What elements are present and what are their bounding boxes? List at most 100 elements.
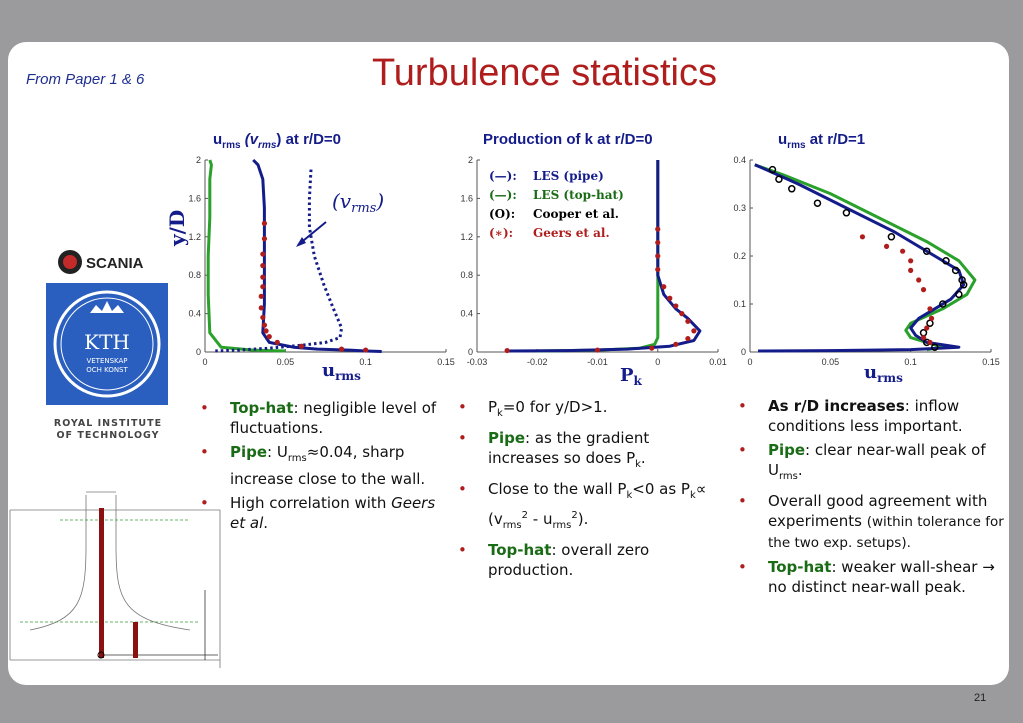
chart1-series-les-pipe- [252, 158, 382, 353]
y-tick-label: 1.2 [460, 232, 473, 242]
bullet-text: - u [528, 510, 553, 528]
bullet-text: Pipe [488, 429, 526, 447]
bullet-text: . [263, 514, 269, 532]
x-tick-label: 0 [655, 357, 660, 367]
bullet-text: : negligible level of fluctuations. [230, 399, 437, 437]
bullets-mid: Pk=0 for y/D>1.Pipe: as the gradient inc… [454, 397, 724, 584]
kth-logo: KTH VETENSKAP OCH KONST [46, 283, 168, 405]
chart1-series-geers-et-al--point [263, 328, 269, 334]
bullet-text: High correlation with [230, 494, 392, 512]
bullet-text: 2 [571, 510, 578, 521]
bullet-text: rms [552, 520, 572, 531]
chart3-series-cooper-et-al--point [887, 233, 896, 241]
legend-label: Cooper et al. [533, 207, 619, 221]
bullet-text: Top-hat [230, 399, 294, 417]
kth-text: KTH [84, 330, 130, 354]
chart3-series-geers-et-al--point [859, 234, 866, 240]
y-tick-label: 2 [468, 155, 473, 165]
bullet-text: P [488, 398, 498, 416]
y-tick-label: 1.6 [460, 193, 473, 203]
kth-sub2: OCH KONST [86, 366, 128, 374]
y-tick-label: 2 [196, 155, 201, 165]
bullet-text: Overall good agreement with experiments [768, 492, 988, 530]
kth-sub1: VETENSKAP [86, 357, 127, 365]
bullet-text: : inflow conditions less important. [768, 397, 963, 435]
x-tick-label: 0.1 [904, 357, 917, 367]
x-tick-label: 0 [202, 357, 207, 367]
chart2-series-geers-et-al--point [655, 239, 661, 246]
bullet-text: k [635, 459, 641, 470]
chart3-series-cooper-et-al--point [939, 300, 947, 308]
source-note: From Paper 1 & 6 [26, 71, 145, 88]
legend-label: LES (top-hat) [533, 188, 624, 202]
bullet-item: Pipe: as the gradient increases so does … [454, 428, 724, 475]
bullet-text: Close to the wall P [488, 480, 627, 498]
bullet-text: ). [577, 510, 589, 528]
chart1-series-geers-et-al--point [258, 305, 264, 311]
kth-name: ROYAL INSTITUTE OF TECHNOLOGY [53, 418, 163, 441]
y-tick-label: 0.8 [188, 270, 201, 280]
bullets-right: As r/D increases: inflow conditions less… [734, 396, 1004, 601]
bullet-item: Overall good agreement with experiments … [734, 491, 1004, 553]
chart1-series-geers-et-al--point [260, 263, 266, 269]
y-tick-label: 0.4 [460, 309, 473, 319]
chart3-series-cooper-et-al--point [942, 257, 950, 265]
bullet-text: =0 for y/D>1. [502, 398, 608, 416]
bullet-text: Geers et al [230, 494, 436, 532]
panel-title-3: urms at r/D=1 [778, 131, 866, 151]
x-tick-label: -0.03 [467, 357, 488, 367]
legend-label: Geers et al. [533, 226, 610, 240]
x-tick-label: 0 [747, 357, 752, 367]
bullet-text: rms [502, 520, 522, 531]
x-tick-label: 0.1 [359, 357, 372, 367]
x-tick-label: 0.15 [982, 357, 1000, 367]
chart3-series-geers-et-al--point [883, 243, 890, 249]
chart3-series-geers-et-al--point [908, 267, 914, 273]
chart3-series-cooper-et-al--point [951, 266, 960, 275]
bullet-item: Pk=0 for y/D>1. [454, 397, 724, 424]
chart2-series-geers-et-al--point [667, 295, 673, 301]
x-tick-label: 0.05 [277, 357, 295, 367]
bullet-text: (within tolerance for the two exp. setup… [768, 514, 1004, 551]
chart3-series-geers-et-al--point [927, 339, 933, 345]
chart1-series-geers-et-al--point [260, 274, 266, 280]
bullet-text: rms [778, 471, 798, 482]
chart2-series-geers-et-al--point [655, 266, 661, 273]
chart1-series-geers-et-al--point [363, 347, 369, 353]
y-tick-label: 0.2 [733, 251, 746, 261]
chart2-series-geers-et-al--point [661, 284, 667, 290]
chart1-series-geers-et-al--point [261, 322, 268, 328]
chart1-series-les-top-hat- [206, 159, 286, 353]
bullet-text: Top-hat [768, 558, 832, 576]
bullet-text: As r/D increases [768, 397, 905, 415]
bullet-text: ≈0.04, sharp increase close to the wall. [230, 443, 426, 488]
bullet-text: <0 as P [632, 480, 690, 498]
chart3-series-cooper-et-al--point [813, 199, 822, 207]
bullet-text: : U [267, 443, 288, 461]
crown-icon [90, 301, 124, 313]
chart1-series-geers-et-al--point [258, 293, 264, 299]
chart1-series-geers-et-al--point [266, 334, 272, 340]
y-tick-label: 0.3 [733, 203, 746, 213]
chart2-series-geers-et-al--point [504, 347, 510, 354]
bullet-item: Top-hat: negligible level of fluctuation… [196, 398, 451, 438]
chart3-series-geers-et-al--point [900, 248, 906, 254]
chart3-series-geers-et-al--point [928, 315, 935, 321]
y-tick-label: 1.2 [188, 232, 201, 242]
page-number: 21 [974, 692, 987, 704]
x-tick-label: -0.02 [527, 357, 548, 367]
panel-title-2: Production of k at r/D=0 [483, 131, 653, 148]
legend-label: LES (pipe) [533, 169, 604, 183]
chart2-series-geers-et-al--point [679, 311, 685, 317]
chart1-series-geers-et-al--point [260, 284, 266, 290]
chart2-series-geers-et-al--point [685, 318, 691, 324]
bullet-text: . [797, 461, 803, 479]
chart2-series-geers-et-al--point [649, 345, 655, 351]
chart2-series-les-pipe- [507, 160, 702, 353]
y-tick-label: 0 [741, 347, 746, 357]
chart2-series-geers-et-al--point [691, 328, 697, 334]
y-tick-label: 0.4 [188, 309, 201, 319]
y-tick-label: 0.1 [733, 299, 746, 309]
chart1-series-geers-et-al--point [261, 236, 268, 242]
